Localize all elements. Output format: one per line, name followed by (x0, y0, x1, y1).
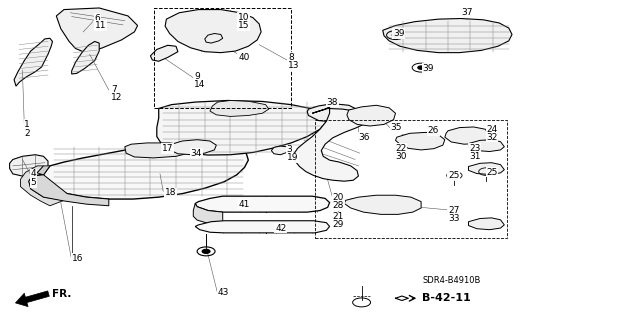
Text: 13: 13 (288, 61, 300, 70)
Polygon shape (14, 38, 52, 86)
Text: B-42-11: B-42-11 (422, 293, 471, 303)
Polygon shape (307, 104, 358, 122)
Polygon shape (396, 132, 445, 150)
Text: 32: 32 (486, 133, 498, 142)
Polygon shape (165, 10, 261, 53)
Polygon shape (294, 107, 366, 181)
Polygon shape (125, 143, 192, 158)
Circle shape (392, 33, 399, 37)
Polygon shape (37, 166, 50, 175)
Text: 31: 31 (469, 152, 481, 161)
Circle shape (418, 66, 424, 69)
Text: 3: 3 (287, 145, 292, 154)
Polygon shape (20, 166, 64, 206)
Polygon shape (150, 45, 178, 61)
FancyArrowPatch shape (15, 291, 49, 307)
Text: 20: 20 (333, 193, 344, 202)
Text: 26: 26 (428, 126, 439, 135)
Text: 18: 18 (165, 189, 177, 197)
Text: 23: 23 (469, 144, 481, 153)
Text: 8: 8 (288, 53, 294, 62)
Polygon shape (72, 41, 99, 74)
Polygon shape (468, 163, 504, 174)
Text: 22: 22 (396, 144, 407, 153)
Text: 43: 43 (218, 288, 229, 297)
Text: 9: 9 (194, 72, 200, 81)
Text: 19: 19 (287, 153, 298, 162)
Polygon shape (210, 100, 269, 116)
Text: 28: 28 (333, 201, 344, 210)
Polygon shape (205, 33, 223, 43)
Circle shape (202, 249, 210, 253)
Polygon shape (10, 155, 48, 176)
Text: 4: 4 (31, 169, 36, 178)
Text: 25: 25 (448, 171, 460, 180)
Text: 40: 40 (238, 53, 250, 62)
Text: 17: 17 (162, 144, 173, 153)
Polygon shape (168, 140, 216, 155)
Text: 42: 42 (275, 224, 287, 233)
Text: 2: 2 (24, 130, 30, 138)
Text: 34: 34 (191, 149, 202, 158)
Text: 29: 29 (333, 220, 344, 229)
Polygon shape (468, 218, 504, 230)
Text: 33: 33 (448, 214, 460, 223)
Polygon shape (445, 127, 490, 144)
Bar (154, 8, 291, 108)
Polygon shape (195, 196, 330, 212)
Polygon shape (157, 100, 326, 155)
Text: 41: 41 (238, 200, 250, 209)
Text: 6: 6 (95, 14, 100, 23)
Text: 14: 14 (194, 80, 205, 89)
Text: 5: 5 (31, 178, 36, 187)
Text: 37: 37 (461, 8, 472, 17)
Text: 30: 30 (396, 152, 407, 161)
Polygon shape (347, 105, 396, 126)
Text: 15: 15 (238, 21, 250, 30)
Text: 11: 11 (95, 21, 106, 30)
Text: 25: 25 (486, 168, 498, 177)
Polygon shape (195, 221, 330, 233)
Text: 36: 36 (358, 133, 370, 142)
Polygon shape (56, 8, 138, 52)
Polygon shape (468, 140, 504, 152)
Bar (315, 120, 507, 238)
Text: 24: 24 (486, 125, 498, 134)
Polygon shape (383, 19, 512, 53)
Text: 21: 21 (333, 212, 344, 221)
Text: 16: 16 (72, 254, 83, 263)
Text: FR.: FR. (52, 289, 72, 299)
Polygon shape (344, 195, 421, 214)
Text: 7: 7 (111, 85, 116, 94)
Text: 27: 27 (448, 206, 460, 215)
Polygon shape (193, 204, 223, 225)
Polygon shape (29, 175, 109, 206)
Text: 35: 35 (390, 123, 402, 132)
Text: 39: 39 (393, 29, 404, 38)
Polygon shape (44, 143, 248, 199)
Text: 12: 12 (111, 93, 122, 102)
Text: 39: 39 (422, 64, 434, 73)
Text: 1: 1 (24, 120, 30, 129)
Text: 10: 10 (238, 13, 250, 22)
Polygon shape (271, 146, 289, 155)
Text: SDR4-B4910B: SDR4-B4910B (422, 276, 481, 285)
Text: 38: 38 (326, 98, 338, 107)
